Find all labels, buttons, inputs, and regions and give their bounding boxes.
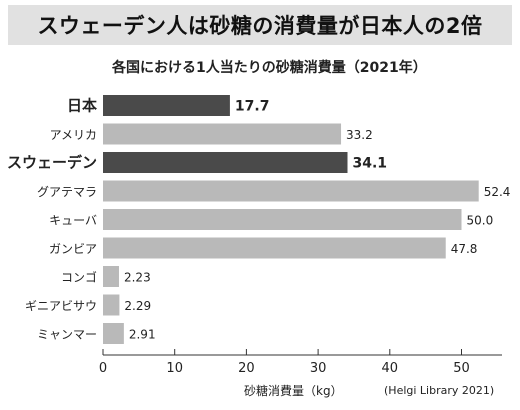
x-tick-label-0: 0 [99, 361, 107, 376]
bar-5 [103, 237, 446, 259]
bar-1 [103, 123, 342, 145]
chart-title: 各国における1人当たりの砂糖消費量（2021年） [112, 60, 427, 76]
source-note: (Helgi Library 2021) [384, 384, 495, 397]
x-axis-label: 砂糖消費量（kg） [244, 384, 343, 398]
headline-banner: スウェーデン人は砂糖の消費量が日本人の2倍 [8, 5, 512, 45]
value-label-8: 2.91 [129, 328, 156, 342]
category-label-0: 日本 [67, 97, 97, 115]
headline-text: スウェーデン人は砂糖の消費量が日本人の2倍 [37, 14, 483, 38]
bar-2 [103, 152, 348, 173]
bars-layer: 日本 17.7 アメリカ 33.2 スウェーデン 34.1 グアテマラ 52.4 キューバ 50.… [7, 95, 510, 344]
category-label-2: スウェーデン [7, 154, 97, 172]
bar-6 [103, 266, 119, 287]
x-tick-label-4: 40 [382, 361, 399, 376]
bar-8 [103, 323, 124, 344]
category-label-8: ミャンマー [37, 328, 97, 342]
x-tick-label-1: 10 [166, 361, 183, 376]
value-label-0: 17.7 [235, 99, 270, 115]
category-label-5: ガンビア [49, 242, 97, 256]
bar-0 [103, 95, 230, 116]
value-label-3: 52.4 [484, 185, 511, 199]
bar-3 [103, 180, 479, 202]
value-label-6: 2.23 [124, 271, 151, 285]
value-label-7: 2.29 [124, 299, 151, 313]
bar-4 [103, 209, 462, 230]
category-label-7: ギニアビサウ [25, 299, 97, 313]
category-label-3: グアテマラ [37, 185, 97, 199]
bar-7 [103, 294, 120, 316]
x-tick-label-3: 30 [310, 361, 327, 376]
category-label-4: キューバ [49, 214, 97, 228]
category-label-6: コンゴ [61, 270, 97, 285]
x-axis: 0 10 20 30 40 50 [99, 349, 502, 376]
x-tick-label-2: 20 [238, 361, 255, 376]
value-label-1: 33.2 [346, 128, 373, 142]
category-label-1: アメリカ [50, 128, 97, 142]
x-tick-label-5: 50 [453, 361, 470, 376]
value-label-4: 50.0 [467, 214, 494, 228]
value-label-5: 47.8 [451, 242, 478, 256]
value-label-2: 34.1 [352, 156, 387, 172]
